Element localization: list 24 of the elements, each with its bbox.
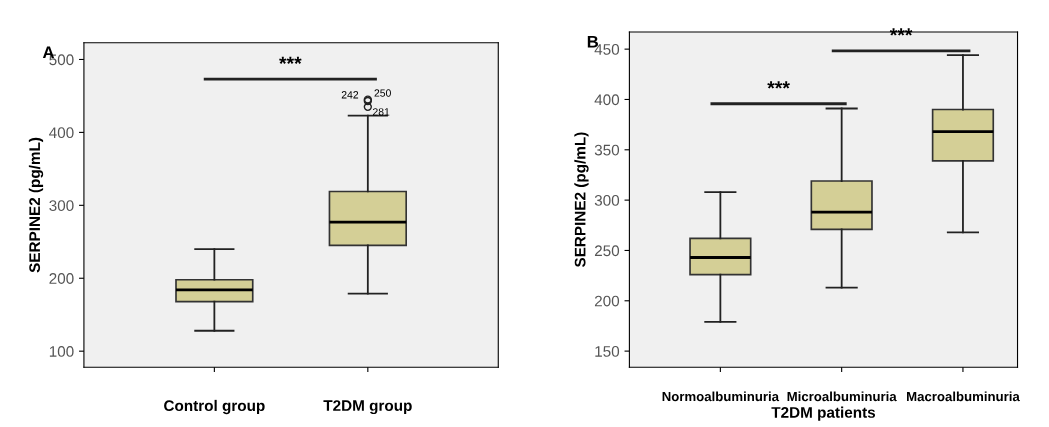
y-axis-title: SERPINE2 (pg/mL): [574, 132, 589, 268]
annotation: 281: [372, 108, 390, 116]
x-tick-label: Microalbuminuria: [787, 391, 897, 402]
y-tick-label: 250: [594, 245, 620, 257]
y-axis-title: SERPINE2 (pg/mL): [28, 137, 44, 273]
annotation: ***: [279, 56, 302, 64]
y-tick-label: 400: [594, 94, 620, 106]
x-tick-label: Normoalbuminuria: [662, 391, 780, 402]
annotation: 250: [374, 89, 391, 97]
y-tick-label: 100: [49, 346, 74, 357]
x-tick-label: Control group: [164, 399, 265, 415]
annotation: ***: [889, 28, 913, 36]
x-tick-label: Macroalbuminuria: [907, 391, 1020, 402]
y-tick-label: 300: [49, 200, 74, 212]
y-tick-label: 300: [594, 194, 620, 206]
x-tick-label: T2DM group: [323, 400, 412, 415]
annotation: ***: [767, 81, 790, 89]
y-tick-label: 400: [49, 127, 74, 139]
y-tick-label: 200: [594, 295, 620, 307]
y-tick-label: 150: [595, 345, 620, 357]
y-tick-label: 350: [594, 144, 620, 156]
annotation: 242: [341, 91, 359, 99]
y-tick-label: 200: [49, 273, 74, 284]
x-axis-title: T2DM patients: [771, 406, 876, 421]
